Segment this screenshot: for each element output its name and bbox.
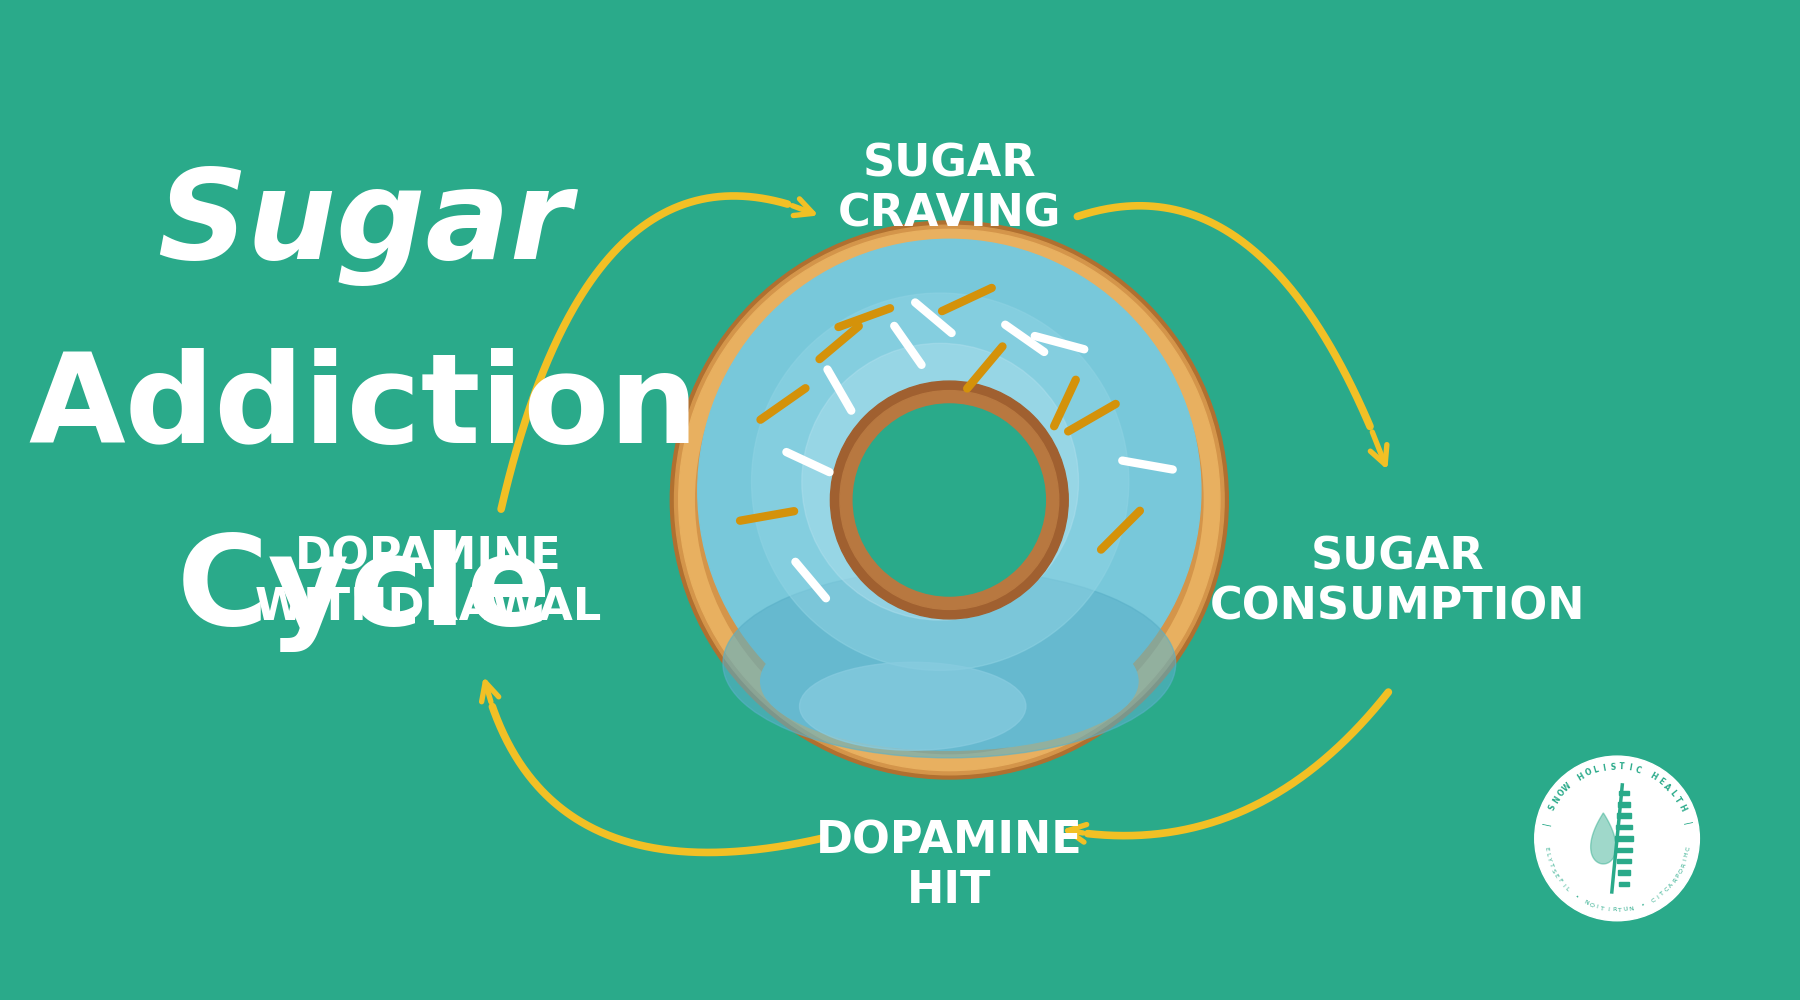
Text: N: N	[1552, 795, 1562, 805]
Text: R: R	[1672, 877, 1678, 884]
Bar	[1615, 836, 1633, 841]
Text: H: H	[1575, 771, 1586, 782]
Text: L: L	[1667, 789, 1678, 798]
Text: Y: Y	[1546, 857, 1552, 862]
Text: SUGAR
CONSUMPTION: SUGAR CONSUMPTION	[1210, 536, 1586, 629]
Text: O: O	[1678, 867, 1685, 874]
Bar	[1616, 825, 1633, 829]
Text: E: E	[1553, 873, 1559, 879]
Circle shape	[670, 221, 1228, 779]
Circle shape	[1535, 756, 1699, 921]
Ellipse shape	[799, 662, 1026, 750]
Text: |: |	[1543, 821, 1552, 826]
Text: E: E	[1543, 846, 1548, 851]
Circle shape	[844, 386, 1035, 577]
Text: U: U	[1624, 907, 1629, 912]
Bar	[1618, 802, 1631, 807]
Bar	[1618, 870, 1631, 875]
Text: C: C	[1663, 886, 1670, 893]
Text: I: I	[1595, 904, 1598, 910]
Text: H: H	[1649, 771, 1658, 782]
Text: •: •	[1573, 894, 1579, 900]
Text: O: O	[1555, 788, 1568, 799]
Text: |: |	[1683, 821, 1692, 826]
Text: SUGAR
CRAVING: SUGAR CRAVING	[837, 143, 1060, 235]
Text: C: C	[1651, 897, 1656, 903]
Circle shape	[830, 381, 1067, 619]
Circle shape	[675, 225, 1224, 775]
Polygon shape	[1591, 813, 1616, 864]
Text: F: F	[1557, 878, 1562, 884]
Text: I: I	[1683, 858, 1688, 861]
Text: T: T	[1660, 890, 1667, 897]
Bar	[1618, 813, 1631, 818]
Text: S: S	[1609, 762, 1616, 772]
Circle shape	[853, 404, 1046, 596]
Text: T: T	[1548, 863, 1553, 868]
Text: L: L	[1564, 887, 1570, 893]
Text: DOPAMINE
WITHDRAWAL: DOPAMINE WITHDRAWAL	[254, 536, 601, 629]
Text: T: T	[1618, 762, 1624, 772]
Text: T: T	[1600, 906, 1606, 911]
Text: DOPAMINE
HIT: DOPAMINE HIT	[815, 819, 1082, 912]
Text: W: W	[1561, 781, 1573, 793]
Text: O: O	[1588, 902, 1595, 909]
Circle shape	[841, 391, 1058, 609]
Circle shape	[679, 229, 1220, 771]
Text: S: S	[1548, 803, 1557, 812]
Text: T: T	[1618, 907, 1622, 913]
Text: L: L	[1544, 852, 1550, 856]
Text: N: N	[1629, 906, 1634, 912]
Text: E: E	[1656, 776, 1665, 787]
Text: H: H	[1685, 851, 1690, 857]
Circle shape	[752, 293, 1129, 670]
Text: S: S	[1550, 868, 1557, 874]
Circle shape	[801, 343, 1078, 620]
Circle shape	[860, 411, 1039, 589]
Bar	[1616, 848, 1633, 852]
Text: Cycle: Cycle	[176, 530, 551, 652]
Text: Sugar: Sugar	[157, 165, 571, 286]
Bar	[1620, 791, 1629, 795]
Bar	[1618, 859, 1631, 863]
Ellipse shape	[761, 612, 1138, 750]
Text: A: A	[1661, 782, 1672, 792]
Ellipse shape	[724, 569, 1175, 758]
Text: C: C	[1685, 846, 1690, 851]
Text: C: C	[1634, 765, 1642, 775]
Text: N: N	[1582, 900, 1589, 906]
Text: A: A	[1669, 882, 1674, 888]
Text: P: P	[1676, 873, 1681, 879]
Text: I: I	[1627, 763, 1633, 773]
Circle shape	[698, 239, 1201, 742]
Text: •: •	[1640, 902, 1645, 908]
Circle shape	[695, 246, 1202, 754]
Text: I: I	[1656, 894, 1660, 900]
Text: Addiction: Addiction	[29, 348, 698, 469]
Text: I: I	[1607, 907, 1609, 912]
Text: L: L	[1593, 765, 1600, 775]
Text: H: H	[1676, 803, 1687, 812]
Text: I: I	[1602, 763, 1607, 773]
Text: R: R	[1681, 862, 1687, 868]
Text: I: I	[1561, 883, 1566, 888]
Text: T: T	[1672, 795, 1683, 805]
Text: R: R	[1613, 907, 1616, 913]
Text: O: O	[1584, 767, 1593, 778]
Bar	[1620, 882, 1629, 886]
